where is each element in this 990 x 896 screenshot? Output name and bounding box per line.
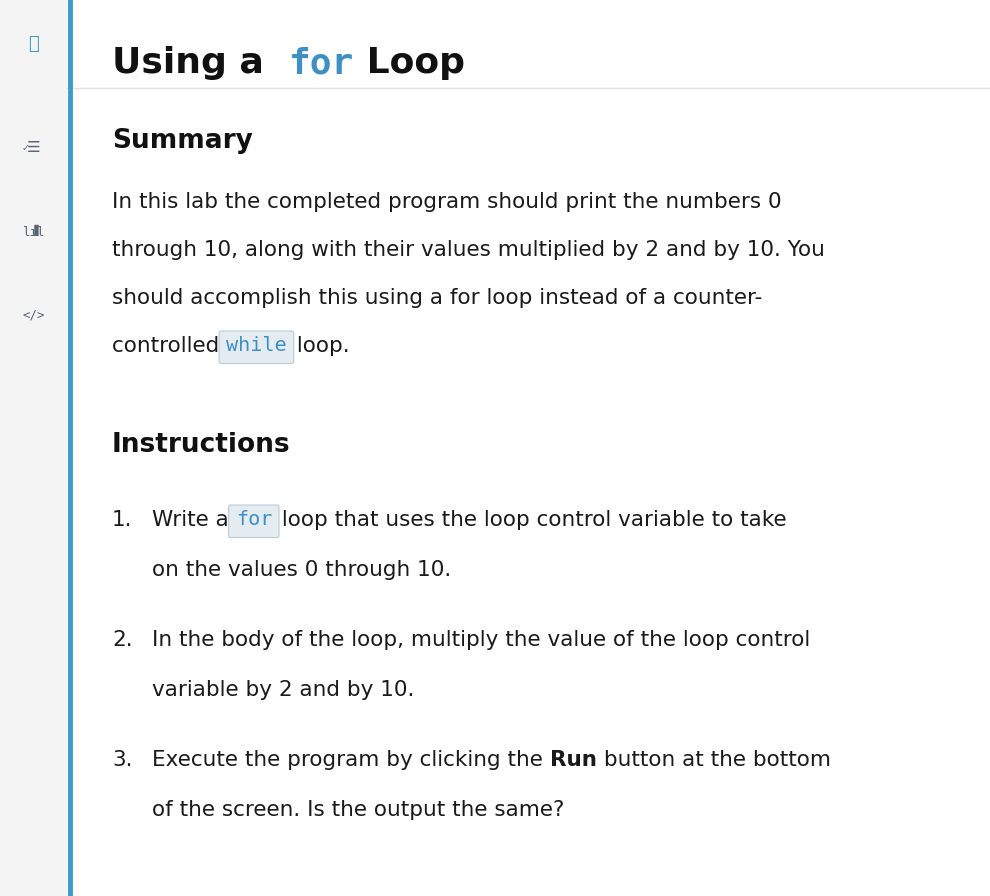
- Text: In the body of the loop, multiply the value of the loop control: In the body of the loop, multiply the va…: [152, 630, 810, 650]
- Text: of the screen. Is the output the same?: of the screen. Is the output the same?: [152, 800, 564, 820]
- Text: 2.: 2.: [112, 630, 133, 650]
- Text: should accomplish this using a for loop instead of a counter-: should accomplish this using a for loop …: [112, 288, 762, 308]
- FancyBboxPatch shape: [219, 331, 294, 364]
- Text: ☰: ☰: [27, 141, 41, 156]
- Bar: [0, 0, 67, 896]
- Text: Write a: Write a: [152, 510, 236, 530]
- Text: Execute the program by clicking the: Execute the program by clicking the: [152, 750, 549, 770]
- Text: Instructions: Instructions: [112, 432, 291, 458]
- Text: on the values 0 through 10.: on the values 0 through 10.: [152, 560, 451, 580]
- Text: while: while: [226, 336, 287, 355]
- Text: lıl: lıl: [23, 226, 45, 238]
- Text: 📖: 📖: [29, 35, 39, 53]
- Text: Run: Run: [549, 750, 597, 770]
- Text: 3.: 3.: [112, 750, 133, 770]
- Text: Loop: Loop: [354, 46, 465, 80]
- Text: ▐: ▐: [30, 224, 38, 236]
- Text: Using a: Using a: [112, 46, 289, 80]
- Text: button at the bottom: button at the bottom: [597, 750, 831, 770]
- Text: 1.: 1.: [112, 510, 133, 530]
- Text: loop.: loop.: [290, 336, 349, 356]
- Text: Summary: Summary: [112, 128, 252, 154]
- FancyBboxPatch shape: [229, 505, 279, 538]
- Text: In this lab the completed program should print the numbers 0: In this lab the completed program should…: [112, 192, 782, 212]
- Text: variable by 2 and by 10.: variable by 2 and by 10.: [152, 680, 415, 700]
- Text: ✓: ✓: [22, 143, 30, 153]
- Text: controlled: controlled: [112, 336, 226, 356]
- Text: </>: </>: [23, 308, 45, 322]
- Text: for: for: [236, 510, 272, 529]
- Text: through 10, along with their values multiplied by 2 and by 10. You: through 10, along with their values mult…: [112, 240, 825, 260]
- Text: for: for: [289, 46, 354, 80]
- Text: loop that uses the loop control variable to take: loop that uses the loop control variable…: [275, 510, 787, 530]
